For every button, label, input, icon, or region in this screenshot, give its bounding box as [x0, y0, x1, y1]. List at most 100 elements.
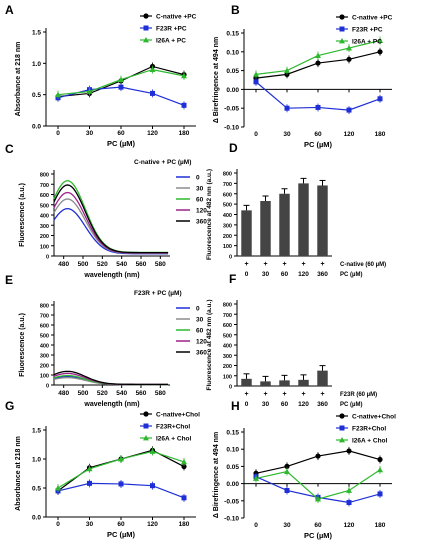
x-axis-title: wavelength (nm)	[83, 401, 139, 408]
category-label: 0	[245, 271, 249, 278]
y-tick-label: 100	[40, 244, 49, 250]
data-point	[181, 72, 187, 79]
y-tick-label: 300	[40, 224, 49, 230]
y-tick-label: 500	[40, 203, 49, 209]
plus-label: +	[301, 391, 305, 398]
x-tick-label: 180	[375, 131, 386, 138]
x-tick-label: 500	[78, 261, 89, 268]
legend-marker	[339, 437, 345, 443]
data-point	[118, 481, 124, 487]
x-tick-label: 30	[86, 521, 94, 528]
x-tick-label: 560	[136, 390, 147, 397]
y-tick-label: 1.0	[32, 457, 41, 464]
category-label: 120	[298, 271, 309, 278]
y-tick-label: 0.0	[32, 515, 41, 522]
legend-label: 360	[196, 219, 207, 226]
data-point	[377, 37, 383, 43]
legend-marker	[143, 13, 149, 19]
plus-label: +	[244, 261, 248, 268]
y-tick-label: 0.05	[226, 68, 239, 75]
legend-marker	[339, 425, 345, 431]
spectrum-line	[53, 370, 169, 386]
y-tick-label: 100	[223, 374, 232, 380]
bar	[298, 379, 309, 386]
panel-label: H	[231, 399, 240, 413]
panel-label: E	[5, 273, 13, 287]
x-tick-label: 120	[147, 130, 158, 137]
legend-marker	[339, 26, 345, 32]
y-tick-label: 100	[223, 244, 232, 250]
x-tick-label: 60	[117, 521, 125, 528]
x-tick-label: 520	[97, 261, 108, 268]
legend-marker	[339, 38, 345, 44]
y-tick-label: 400	[223, 344, 232, 350]
spectrum-line	[53, 191, 169, 254]
category-label: 360	[317, 401, 328, 408]
y-tick-label: 0.5	[32, 486, 41, 493]
legend-label: 30	[196, 186, 204, 193]
data-point	[284, 67, 290, 73]
data-point	[377, 49, 383, 55]
y-tick-label: 800	[223, 172, 232, 178]
x-axis-title: PC (µM)	[304, 531, 333, 540]
legend-label: 30	[196, 317, 204, 324]
data-point	[150, 483, 155, 489]
y-tick-label: 1.5	[32, 428, 41, 435]
bar	[279, 380, 290, 386]
legend-label: I26A + PC	[352, 39, 382, 46]
y-tick-label: 700	[40, 183, 49, 189]
x-tick-label: 120	[344, 131, 355, 138]
panel-H: H -0.10 -0.05 0.00 0.05 0.10 0.15 0 30 60 120 180 PC…	[213, 399, 396, 540]
panel-label: G	[5, 399, 14, 413]
y-tick-label: 400	[40, 344, 49, 350]
legend-label: 360	[196, 350, 207, 357]
x-tick-label: 0	[254, 522, 258, 529]
x-axis-title: PC (µM)	[304, 140, 333, 149]
x-tick-label: 0	[254, 131, 258, 138]
x-tick-label: 30	[283, 131, 291, 138]
data-point	[315, 52, 321, 58]
plus-label: +	[244, 391, 248, 398]
plus-label: +	[320, 391, 324, 398]
data-point	[87, 480, 92, 486]
y-tick-label: 0.00	[226, 481, 239, 488]
spectrum-line	[53, 184, 169, 254]
y-tick-label: 700	[40, 314, 49, 320]
y-tick-label: 0.05	[226, 464, 239, 471]
bar	[279, 193, 290, 256]
y-tick-label: 0.15	[226, 430, 239, 437]
panel-label: D	[229, 141, 238, 155]
data-point	[253, 71, 259, 77]
y-tick-label: 0.5	[32, 92, 41, 99]
x-tick-label: 480	[58, 390, 69, 397]
bar	[241, 210, 252, 256]
y-tick-label: 0.15	[226, 31, 239, 38]
legend-label: 120	[196, 339, 207, 346]
plus-label: +	[301, 261, 305, 268]
data-point	[253, 79, 259, 85]
y-tick-label: -0.05	[224, 106, 239, 113]
category-label: 30	[262, 271, 270, 278]
data-point	[55, 485, 61, 491]
plus-label: +	[263, 261, 267, 268]
data-point	[55, 91, 61, 98]
bar	[260, 381, 271, 386]
y-tick-label: 1.0	[32, 61, 41, 68]
y-tick-label: 300	[40, 354, 49, 360]
data-point	[346, 56, 352, 62]
y-tick-label: 0	[46, 384, 49, 390]
legend-label: 0	[196, 306, 200, 313]
plus-label: +	[263, 391, 267, 398]
data-point	[346, 487, 352, 493]
y-axis-title: Absorbance at 218 nm	[15, 42, 22, 117]
panel-label: C	[5, 142, 14, 156]
x-tick-label: 0	[56, 521, 60, 528]
y-tick-label: 800	[40, 173, 49, 179]
legend-marker	[339, 413, 345, 419]
data-point	[284, 468, 290, 474]
x-tick-label: 540	[116, 261, 127, 268]
data-point	[118, 456, 124, 462]
